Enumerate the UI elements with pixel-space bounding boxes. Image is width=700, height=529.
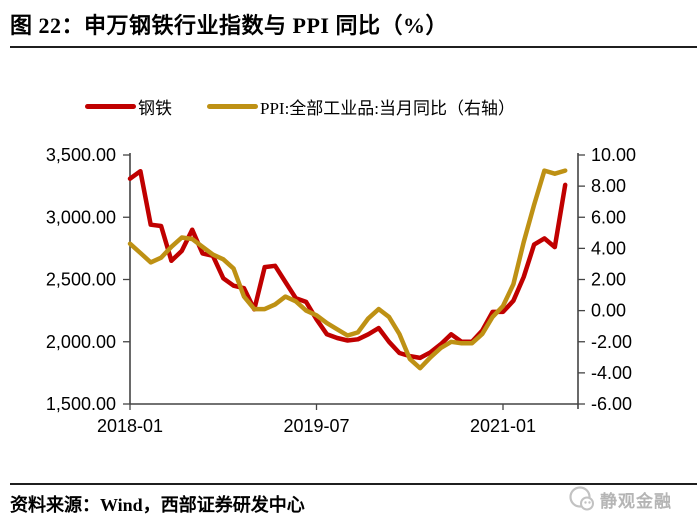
legend-item-ppi: PPI:全部工业品:当月同比（右轴） <box>207 94 515 119</box>
y-axis-right-label: 8.00 <box>591 176 626 196</box>
title-divider <box>10 46 697 48</box>
y-axis-left-label: 2,500.00 <box>46 270 116 290</box>
y-axis-right-label: 10.00 <box>591 145 636 165</box>
footer-divider <box>10 483 697 485</box>
legend-item-steel: 钢铁 <box>85 94 172 119</box>
y-axis-left-label: 2,000.00 <box>46 332 116 352</box>
source-note: 资料来源：Wind，西部证券研发中心 <box>10 495 305 515</box>
legend-swatch-steel <box>85 103 136 109</box>
legend-label-ppi: PPI:全部工业品:当月同比（右轴） <box>260 98 516 118</box>
y-axis-right-label: 0.00 <box>591 301 626 321</box>
x-axis-label: 2019-07 <box>283 416 349 436</box>
x-axis-label: 2021-01 <box>470 416 536 436</box>
chart-legend: 钢铁 PPI:全部工业品:当月同比（右轴） <box>85 94 515 119</box>
series-line-steel <box>127 168 568 361</box>
legend-label-steel: 钢铁 <box>138 98 172 118</box>
line-chart: 3,500.00 3,000.00 2,500.00 2,000.00 1,500.00… <box>46 145 636 436</box>
y-axis-right-label: -4.00 <box>591 363 632 383</box>
y-axis-right-label: -6.00 <box>591 394 632 414</box>
figure-title: 图 22：申万钢铁行业指数与 PPI 同比（%） <box>10 13 448 38</box>
watermark-logo-icon <box>569 486 594 511</box>
legend-swatch-ppi <box>207 103 258 109</box>
y-axis-left-label: 3,500.00 <box>46 145 116 165</box>
series-line-ppi <box>127 168 568 371</box>
y-axis-right-label: 2.00 <box>591 270 626 290</box>
y-axis-left-label: 3,000.00 <box>46 207 116 227</box>
x-axis-label: 2018-01 <box>97 416 163 436</box>
y-axis-right-label: 6.00 <box>591 207 626 227</box>
y-axis-right-label: -2.00 <box>591 332 632 352</box>
y-axis-left-label: 1,500.00 <box>46 394 116 414</box>
y-axis-right-label: 4.00 <box>591 238 626 258</box>
watermark: 静观金融 <box>568 484 672 514</box>
watermark-text: 静观金融 <box>600 491 672 511</box>
